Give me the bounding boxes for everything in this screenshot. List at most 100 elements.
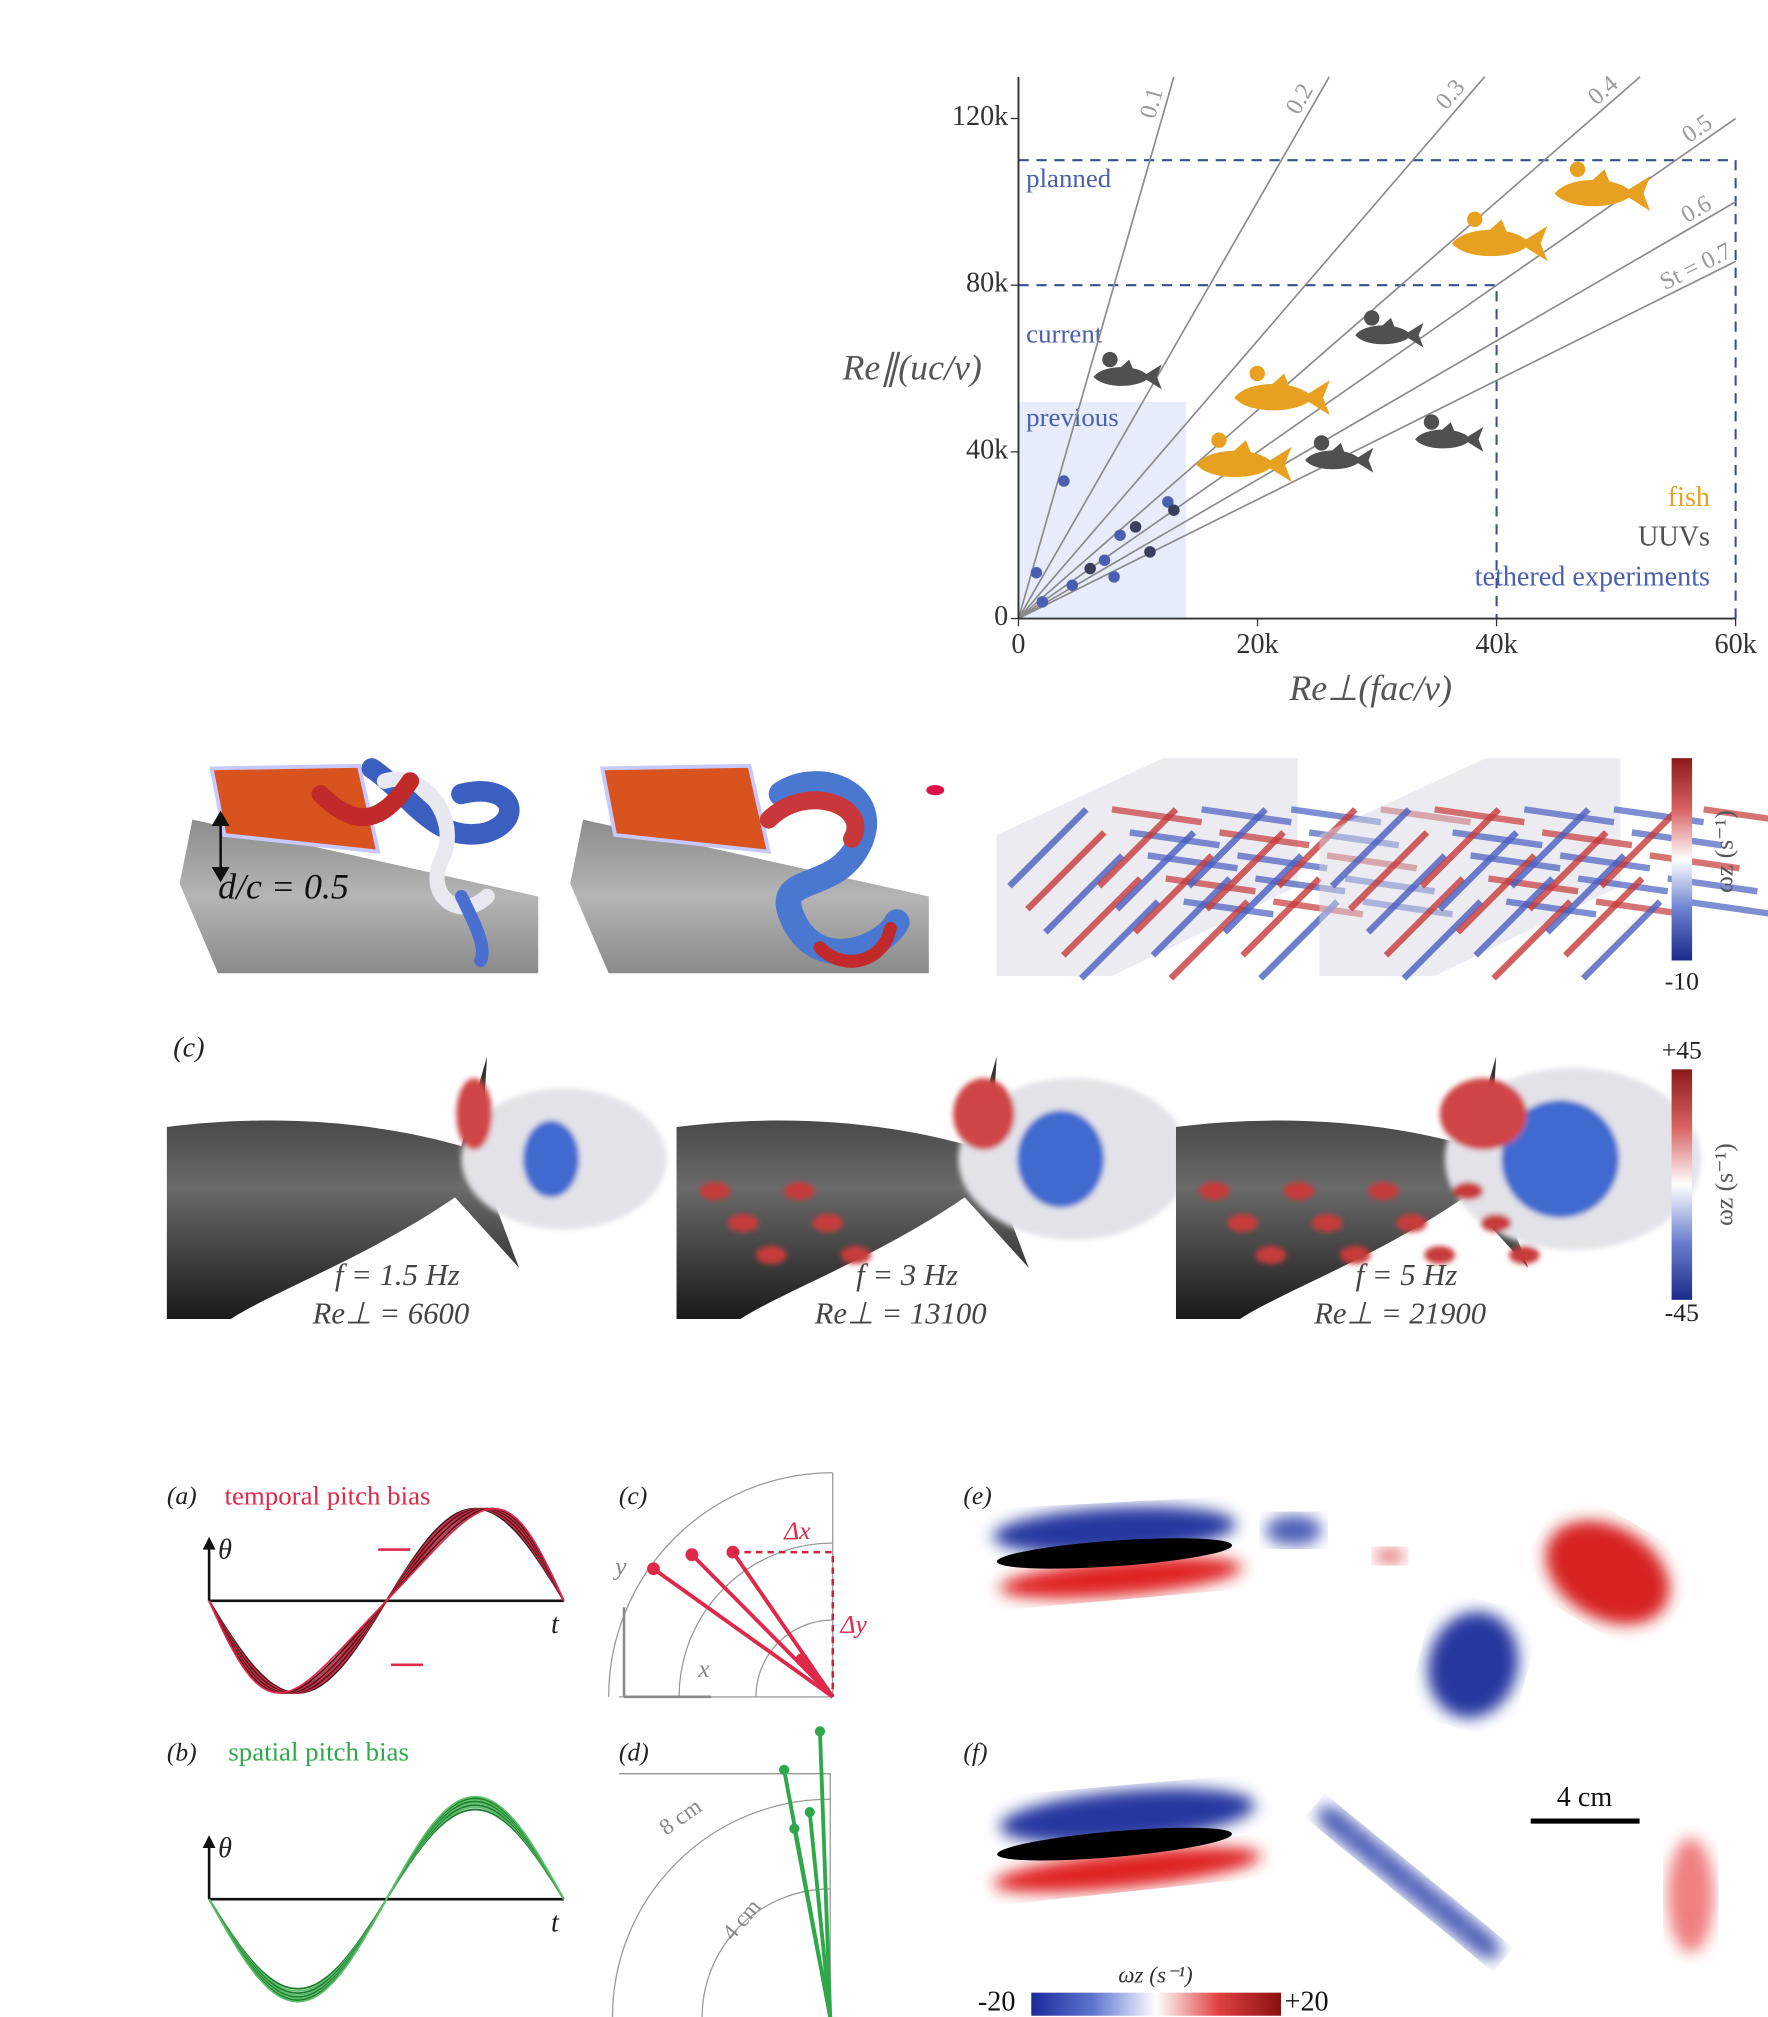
point (1162, 496, 1174, 508)
point (1058, 475, 1070, 487)
vortex-streak (1434, 806, 1525, 826)
vortex-streak (1563, 876, 1645, 958)
pitch-line (792, 1828, 833, 2017)
vortex-streak (1419, 807, 1501, 889)
vortex-streak (1111, 806, 1203, 826)
vortex-streak (1580, 899, 1663, 981)
colorbar (1031, 1992, 1281, 2016)
point (1084, 562, 1096, 575)
vortex-tube (759, 791, 865, 848)
pitch-dot (647, 1562, 660, 1576)
panel-title: temporal pitch bias (224, 1481, 430, 1511)
vortex-streak (1505, 898, 1597, 918)
colorbar-min: -45 (1665, 1298, 1699, 1327)
vorticity-blob (1458, 1920, 1501, 1960)
vortex-red (1396, 1214, 1427, 1232)
pitch-curve (208, 1795, 565, 2003)
vortex-streak (1150, 876, 1233, 958)
st-line (1018, 201, 1737, 620)
vortex-red (456, 1078, 493, 1151)
colorbar-max: +20 (1285, 1987, 1329, 2017)
axis-symbol: x (697, 1654, 710, 1683)
vortex-red (812, 1214, 844, 1232)
wing (599, 763, 772, 854)
panel-label: (e) (963, 1481, 991, 1510)
vortex-red (1283, 1182, 1315, 1200)
vortex-blue (522, 1120, 580, 1198)
pitch-dot (789, 1823, 800, 1834)
delta (732, 1550, 835, 1697)
point (1066, 579, 1079, 591)
delta-label: Δx (783, 1516, 811, 1545)
y-tick-label: 40k (966, 434, 1009, 465)
marker-dot (1569, 161, 1586, 177)
pitch-line (818, 1731, 833, 2017)
vortex-streak (1383, 876, 1466, 958)
st-label: 0.1 (1134, 85, 1168, 122)
pitch-line (652, 1567, 834, 1699)
fish-marker (1355, 317, 1424, 348)
point (1114, 529, 1126, 541)
vortex-streak (1577, 875, 1669, 895)
case-f: f = 1.5 Hz (335, 1258, 460, 1292)
vortex-streak (1365, 853, 1448, 935)
point (1144, 546, 1156, 558)
wake (1199, 1068, 1702, 1264)
legend-entry: UUVs (1638, 522, 1710, 553)
arrow (378, 1548, 423, 1667)
pitch-line (800, 1658, 835, 1699)
arrow-head (202, 1835, 216, 1848)
colorbar-label: ωz (s⁻¹) (1710, 1143, 1739, 1226)
vortex-streak (1541, 829, 1633, 849)
st-label: St = 0.7 (1656, 237, 1737, 295)
colorbar-min: -10 (1665, 966, 1699, 995)
panel-label: (c) (173, 1033, 204, 1064)
st-label: 0.6 (1676, 190, 1716, 229)
vortex-streak (1168, 899, 1250, 981)
vortex-streak (1219, 829, 1310, 849)
vortex-tube (454, 890, 489, 967)
vorticity-blob (1265, 1514, 1322, 1546)
vortex-streak (1129, 829, 1220, 849)
vortex-streak (1186, 807, 1268, 889)
vortex-streak (1329, 807, 1412, 889)
fish-marker (1196, 440, 1292, 482)
body-cone (166, 1056, 520, 1320)
pitch-line (690, 1553, 835, 1699)
panel-title: spatial pitch bias (228, 1737, 409, 1767)
pitch-dot (804, 1806, 815, 1818)
fish-marker (1234, 373, 1330, 416)
vortex-streak (1276, 807, 1358, 889)
region (1018, 284, 1498, 619)
vortex-streak (1222, 853, 1304, 935)
axis-symbol: t (551, 1609, 560, 1640)
vorticity-blob (1427, 1611, 1519, 1719)
case-re: Re⊥ = 13100 (814, 1297, 987, 1331)
plate (179, 819, 539, 974)
point (1098, 554, 1111, 566)
vortex-streak (1096, 807, 1179, 889)
x-tick-label: 60k (1715, 629, 1758, 660)
vortex-streak (1488, 875, 1579, 895)
st-label: 0.2 (1280, 79, 1319, 119)
arc (611, 1798, 831, 2017)
panel-label: (c) (619, 1481, 647, 1510)
st-line (1017, 76, 1330, 619)
vortex-streak (1455, 853, 1537, 935)
vortex-streak (1559, 852, 1651, 872)
pitch-line (731, 1551, 835, 1698)
colorbar-label: ωz (s⁻¹) (1710, 810, 1739, 893)
axis-symbol: t (551, 1907, 560, 1938)
arc (701, 1888, 831, 2017)
wake (456, 1078, 667, 1230)
vortex-red (840, 1246, 872, 1264)
dc-label: d/c = 0.5 (218, 866, 349, 906)
axis-symbol: θ (218, 1833, 232, 1864)
vortex-red (1311, 1214, 1343, 1232)
radius-label: 8 cm (654, 1793, 706, 1840)
foil (997, 1827, 1232, 1861)
pitch-dot (814, 1726, 826, 1737)
st-line (1017, 76, 1486, 620)
y-tick-label: 120k (952, 101, 1009, 132)
region (1018, 159, 1737, 619)
